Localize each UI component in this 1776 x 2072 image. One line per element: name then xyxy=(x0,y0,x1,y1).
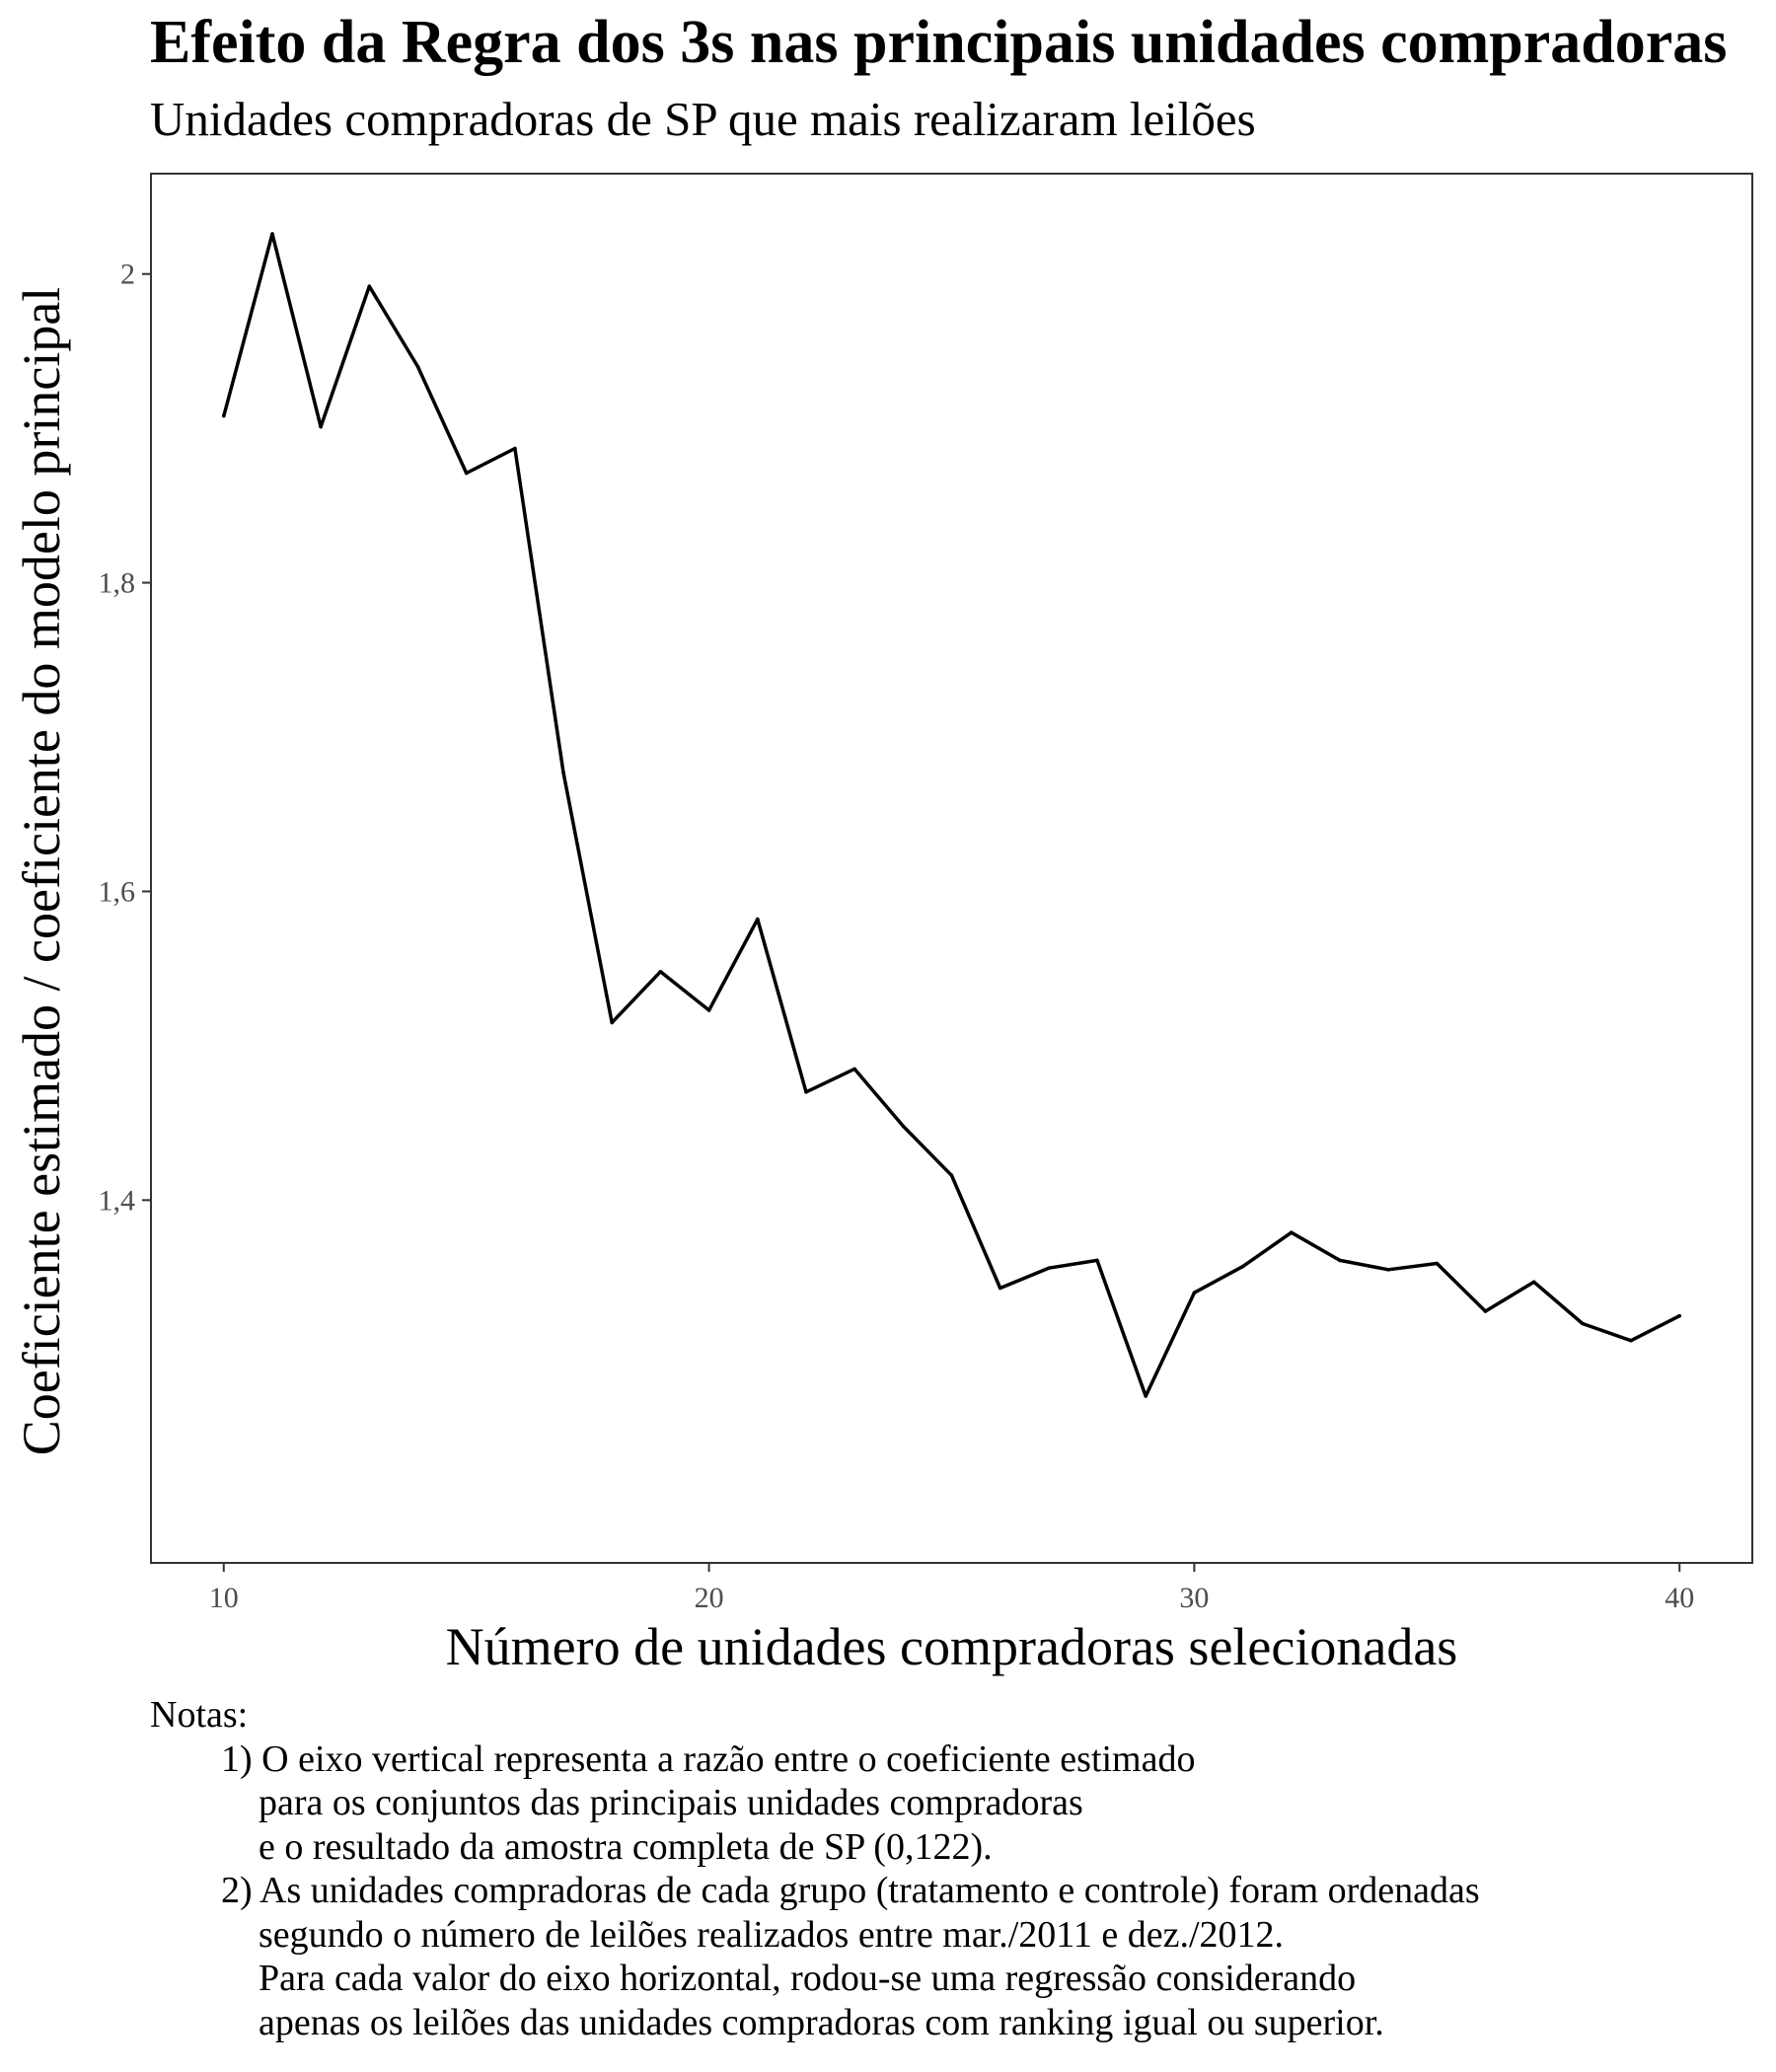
x-axis-title: Número de unidades compradoras seleciona… xyxy=(446,1617,1458,1676)
y-tick-label: 2 xyxy=(120,259,135,291)
data-point xyxy=(949,1173,954,1178)
data-point xyxy=(319,424,323,429)
data-point xyxy=(222,413,226,418)
note-line: para os conjuntos das principais unidade… xyxy=(259,1782,1083,1823)
data-point xyxy=(804,1090,808,1094)
data-point xyxy=(415,364,420,369)
data-point xyxy=(610,1020,614,1025)
data-point xyxy=(1144,1394,1147,1398)
note-line: 1) O eixo vertical representa a razão en… xyxy=(221,1738,1196,1780)
data-point xyxy=(367,284,372,289)
plot-panel xyxy=(150,173,1753,1564)
y-tick-label: 1,6 xyxy=(99,875,136,908)
note-line: 2) As unidades compradoras de cada grupo… xyxy=(221,1870,1480,1911)
data-point xyxy=(1240,1264,1245,1269)
series-points xyxy=(222,232,1681,1398)
data-point xyxy=(1338,1258,1342,1263)
x-tick-label: 40 xyxy=(1665,1582,1694,1614)
data-point xyxy=(901,1124,906,1129)
data-point xyxy=(1435,1261,1440,1266)
data-point xyxy=(658,970,663,974)
chart-notes: Notas: 1) O eixo vertical representa a r… xyxy=(150,1693,1480,2044)
data-point xyxy=(706,1008,711,1012)
data-point xyxy=(561,771,565,775)
data-point xyxy=(1531,1280,1536,1285)
data-point xyxy=(852,1067,856,1072)
data-point xyxy=(1095,1258,1099,1263)
data-point xyxy=(1290,1230,1294,1234)
note-line: Para cada valor do eixo horizontal, rodo… xyxy=(259,1958,1357,1999)
data-point xyxy=(998,1286,1002,1291)
x-tick-label: 20 xyxy=(695,1582,724,1614)
data-point xyxy=(1581,1321,1585,1326)
data-point xyxy=(1677,1313,1681,1318)
data-point xyxy=(1483,1309,1488,1313)
chart-title: Efeito da Regra dos 3s nas principais un… xyxy=(150,9,1728,76)
x-tick-label: 10 xyxy=(209,1582,239,1614)
data-point xyxy=(756,917,760,922)
note-line: e o resultado da amostra completa de SP … xyxy=(259,1825,993,1868)
series-line xyxy=(222,232,1680,1398)
note-line: segundo o número de leilões realizados e… xyxy=(259,1913,1285,1956)
data-point xyxy=(1047,1266,1051,1270)
line-chart: 10 20 30 40 1,4 1,6 1,8 2 Número de unidades c… xyxy=(12,173,1753,1676)
data-point xyxy=(513,446,517,451)
data-point xyxy=(1192,1291,1197,1295)
data-point xyxy=(270,232,274,236)
notes-heading: Notas: xyxy=(150,1694,249,1736)
note-line: apenas os leilões das unidades comprador… xyxy=(259,2001,1384,2043)
y-tick-label: 1,8 xyxy=(99,567,136,600)
data-point xyxy=(464,471,469,476)
chart-subtitle: Unidades compradoras de SP que mais real… xyxy=(150,92,1256,146)
y-tick-label: 1,4 xyxy=(99,1184,136,1217)
y-axis-title: Coeficiente estimado / coeficiente do mo… xyxy=(12,287,71,1456)
y-axis: 1,4 1,6 1,8 2 xyxy=(99,259,151,1217)
x-tick-label: 30 xyxy=(1179,1582,1209,1614)
x-axis: 10 20 30 40 xyxy=(209,1563,1694,1614)
data-point xyxy=(1386,1268,1390,1272)
data-point xyxy=(1629,1338,1633,1343)
